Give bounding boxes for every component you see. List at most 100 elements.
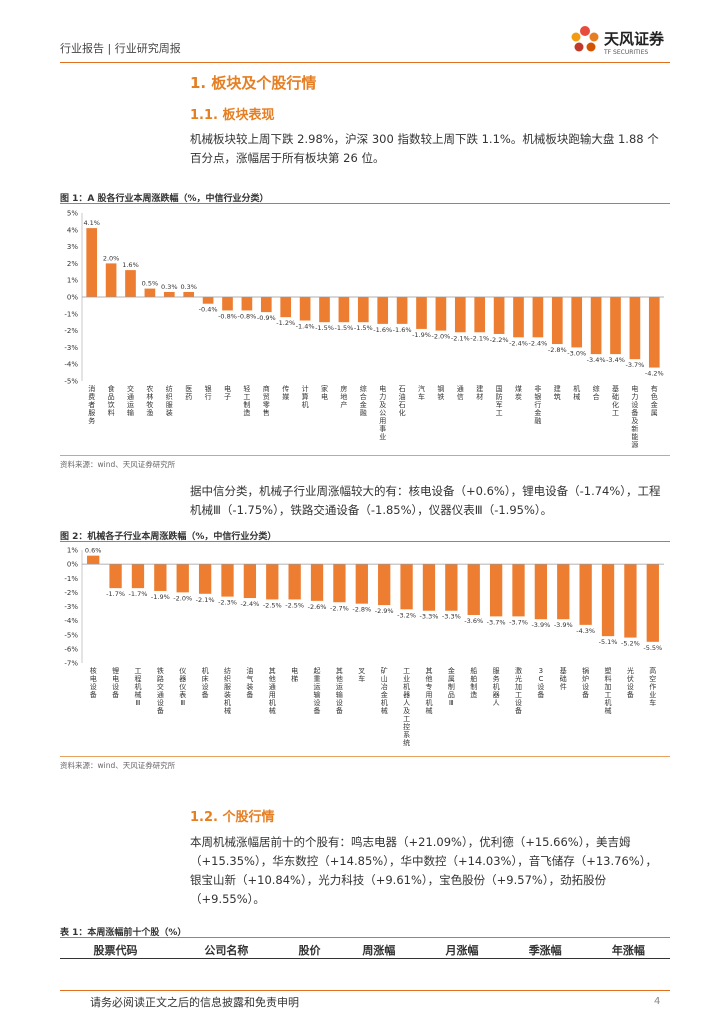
bar — [646, 564, 659, 642]
table-1-caption: 表 1：本周涨幅前十个股（%） — [60, 928, 187, 938]
industry-returns-bar-chart: 5% 4% 3% 2% 1% 0% -1% -2% -3% -4% -5% 4.1% 消费者服务 2.0%… — [64, 210, 664, 449]
bar — [422, 564, 436, 611]
bar — [131, 564, 145, 589]
data-label: 1.6% — [122, 261, 139, 269]
category-label: 塑料加工机械 — [605, 666, 612, 715]
category-label: 锅炉设备 — [582, 666, 589, 699]
category-label: 建筑 — [554, 384, 561, 401]
category-label: 其他专用机械 — [425, 667, 432, 715]
data-label: -2.4% — [509, 339, 528, 347]
bar — [435, 297, 447, 331]
bar — [280, 297, 292, 318]
data-label: 2.0% — [103, 254, 120, 262]
category-label: 电梯 — [291, 666, 298, 683]
table-header-row: 股票代码 公司名称 股价 周涨幅 月涨幅 季涨幅 年涨幅 — [60, 940, 670, 961]
data-label: -2.1% — [470, 334, 489, 342]
data-label: -1.5% — [334, 324, 353, 332]
data-label: -3.0% — [567, 349, 586, 357]
category-label: 非银行金融 — [534, 384, 541, 425]
data-label: -0.4% — [199, 306, 218, 314]
y-tick-label: -3% — [64, 603, 78, 611]
col-price: 股价 — [298, 944, 321, 957]
machinery-subindustry-bar-chart: 1% 0% -1% -2% -3% -4% -5% -6% -7% 0.6% 核电设备 -1.7% 锂电… — [64, 547, 664, 747]
data-label: -0.8% — [237, 312, 256, 320]
category-label: 家电 — [321, 384, 328, 401]
y-tick-label: -3% — [64, 344, 78, 352]
figure-2-source: 资料来源：wind、天风证券研究所 — [60, 761, 176, 770]
category-label: 石油石化 — [399, 385, 406, 417]
bar — [183, 291, 195, 297]
category-label: 基础件 — [560, 666, 567, 691]
bar — [601, 564, 615, 637]
bar — [378, 564, 391, 606]
bar — [105, 263, 117, 297]
figure-1-caption-line — [60, 203, 670, 204]
table-header-underline — [60, 958, 670, 959]
bar — [243, 564, 257, 599]
bar — [266, 564, 279, 600]
bar — [579, 564, 592, 625]
bar — [489, 564, 503, 617]
top-ten-stocks-table: 股票代码 公司名称 股价 周涨幅 月涨幅 季涨幅 年涨幅 — [60, 940, 670, 961]
bar — [532, 297, 544, 338]
data-label: -3.7% — [509, 618, 528, 626]
data-label: -1.2% — [276, 319, 295, 327]
bar — [198, 564, 212, 594]
data-label: -1.9% — [151, 593, 170, 601]
data-label: -2.8% — [352, 606, 371, 614]
company-logo: 天风证券 TF SECURITIES — [568, 22, 678, 62]
col-company-name: 公司名称 — [204, 944, 249, 957]
category-label: 仪器仪表 Ⅲ — [179, 667, 186, 707]
bar — [202, 297, 214, 304]
bar — [109, 564, 122, 589]
data-label: -1.5% — [354, 324, 373, 332]
bar — [400, 564, 413, 610]
bar — [154, 564, 167, 591]
bar — [319, 297, 330, 323]
data-label: -2.1% — [196, 596, 215, 604]
bar — [493, 297, 505, 334]
bar — [355, 564, 368, 604]
figure-1-source-line — [60, 455, 670, 456]
data-label: -1.5% — [315, 324, 334, 332]
section-1-1-title: 1.1. 板块表现 — [190, 108, 275, 123]
bar — [288, 564, 301, 600]
bar — [467, 564, 480, 615]
y-tick-label: 1% — [67, 277, 78, 285]
category-label: 煤炭 — [515, 384, 522, 401]
bar — [125, 270, 136, 297]
category-label: 起重运输设备 — [314, 667, 321, 715]
bar — [357, 297, 369, 323]
category-label: 有色金属 — [651, 384, 658, 417]
category-label: 其他运输设备 — [336, 667, 343, 715]
data-label: -2.7% — [330, 604, 349, 612]
bar — [222, 297, 233, 311]
data-label: -1.9% — [412, 331, 431, 339]
y-tick-label: 0% — [67, 561, 78, 569]
category-label: 国防军工 — [496, 385, 503, 417]
bar — [176, 564, 189, 593]
category-label: 食品饮料 — [108, 384, 115, 417]
y-tick-label: 3% — [67, 243, 78, 251]
y-tick-label: 5% — [67, 210, 78, 218]
sub-industry-paragraph: 据中信分类，机械子行业周涨幅较大的有：核电设备（+0.6%），锂电设备（-1.7… — [190, 484, 661, 517]
bar — [512, 564, 525, 617]
bar — [260, 297, 272, 313]
category-label: 传媒 — [282, 384, 289, 401]
sector-performance-paragraph: 机械板块较上周下跌 2.98%，沪深 300 指数较上周下跌 1.1%。机械板块… — [190, 132, 659, 165]
data-label: -2.0% — [173, 594, 192, 602]
bar — [629, 297, 641, 360]
page-number: 4 — [654, 996, 661, 1007]
category-label: 农林牧渔 — [146, 384, 153, 417]
y-tick-label: 0% — [67, 294, 78, 302]
figure-2-caption-line — [60, 541, 670, 542]
y-tick-label: 4% — [67, 226, 78, 234]
bar — [557, 564, 570, 620]
bar — [551, 297, 563, 345]
data-label: 4.1% — [83, 219, 100, 227]
category-label: 消费者服务 — [88, 384, 95, 425]
bar — [377, 297, 389, 324]
category-label: 高空作业车 — [649, 666, 656, 707]
category-label: 综合金融 — [360, 384, 367, 417]
bar — [87, 555, 100, 565]
